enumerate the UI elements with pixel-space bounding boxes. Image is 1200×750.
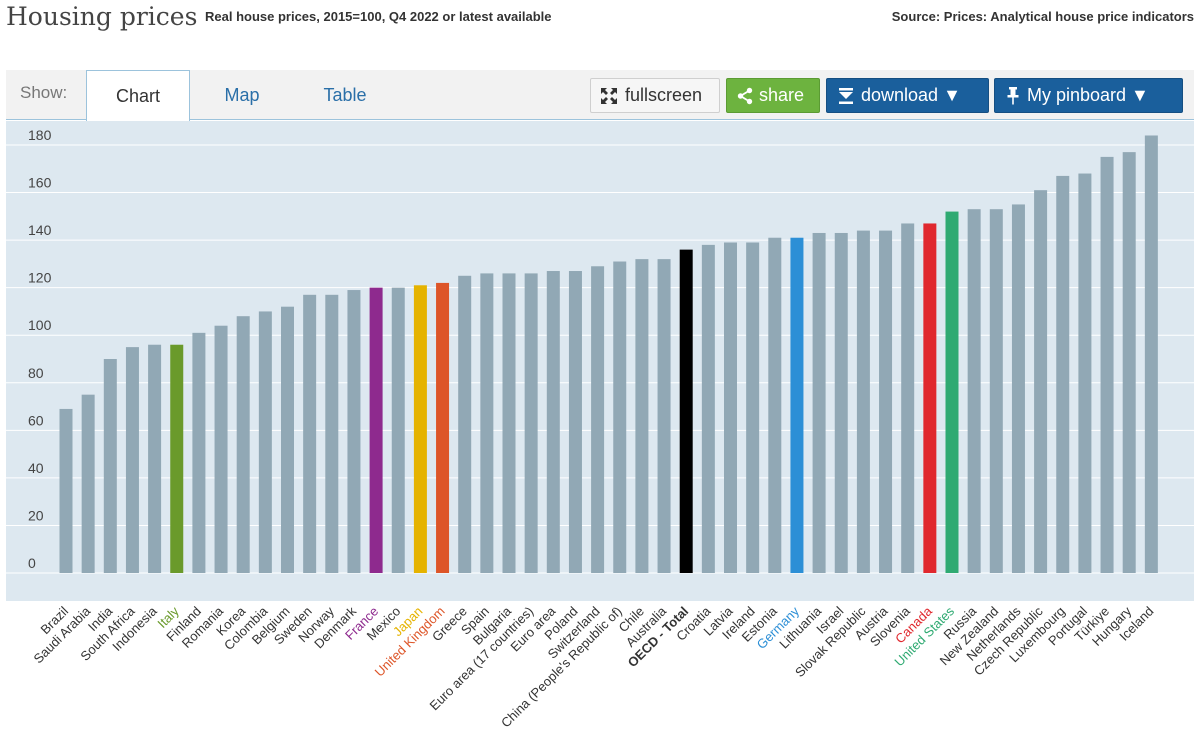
bar[interactable] — [635, 259, 649, 573]
fullscreen-label: fullscreen — [625, 85, 703, 105]
show-label: Show: — [20, 83, 68, 102]
y-tick-label: 0 — [28, 555, 36, 571]
bar[interactable] — [214, 325, 228, 573]
bar[interactable] — [1011, 204, 1025, 573]
bar[interactable] — [746, 242, 760, 573]
bar[interactable] — [303, 294, 317, 573]
source-note: Source: Prices: Analytical house price i… — [891, 9, 1194, 24]
bar[interactable] — [1056, 175, 1070, 573]
pinboard-button[interactable]: My pinboard ▼ — [994, 78, 1183, 113]
share-icon — [737, 87, 753, 104]
bar[interactable] — [1034, 190, 1048, 573]
bar[interactable] — [236, 316, 250, 573]
bar[interactable] — [1100, 156, 1114, 573]
bar[interactable] — [281, 306, 294, 573]
bar[interactable] — [856, 230, 870, 573]
bar[interactable] — [1122, 152, 1136, 573]
bar[interactable] — [768, 237, 782, 573]
bar[interactable] — [148, 344, 162, 573]
chart-subtitle: Real house prices, 2015=100, Q4 2022 or … — [205, 9, 552, 24]
y-tick-label: 160 — [28, 175, 52, 191]
bar[interactable] — [879, 230, 893, 573]
bar[interactable] — [524, 273, 538, 573]
bar[interactable] — [480, 273, 494, 573]
fullscreen-button[interactable]: fullscreen — [590, 78, 720, 113]
download-button[interactable]: download ▼ — [826, 78, 989, 113]
bar[interactable] — [391, 287, 405, 573]
bar[interactable] — [59, 408, 73, 573]
bar[interactable] — [967, 209, 981, 573]
bar[interactable] — [679, 249, 693, 573]
bar[interactable] — [369, 287, 383, 573]
bar[interactable] — [347, 290, 361, 573]
tab-table[interactable]: Table — [323, 85, 367, 105]
bar[interactable] — [812, 232, 826, 573]
y-tick-label: 100 — [28, 317, 52, 333]
bar[interactable] — [613, 261, 627, 573]
bar[interactable] — [325, 294, 339, 573]
bar[interactable] — [546, 271, 560, 573]
bar[interactable] — [1078, 173, 1092, 574]
bar[interactable] — [923, 223, 937, 573]
bar[interactable] — [458, 275, 472, 573]
y-tick-label: 180 — [28, 127, 52, 143]
view-toolbar: Show: Chart Map Table fullscreen share d… — [6, 70, 1194, 121]
bar[interactable] — [192, 332, 206, 573]
y-tick-label: 120 — [28, 270, 52, 286]
bar[interactable] — [436, 282, 450, 573]
tab-map[interactable]: Map — [224, 85, 260, 105]
bar[interactable] — [125, 347, 139, 573]
pin-icon — [1007, 86, 1019, 104]
bar[interactable] — [790, 237, 804, 573]
bar[interactable] — [834, 232, 848, 573]
tab-chart[interactable]: Chart — [86, 70, 190, 121]
download-label: download ▼ — [861, 85, 961, 105]
bar[interactable] — [170, 344, 184, 573]
bar[interactable] — [945, 211, 959, 574]
y-tick-label: 20 — [28, 507, 44, 523]
y-tick-label: 80 — [28, 365, 44, 381]
y-tick-label: 140 — [28, 222, 52, 238]
bar[interactable] — [701, 244, 715, 573]
y-tick-label: 60 — [28, 412, 44, 428]
bar[interactable] — [989, 209, 1003, 573]
fullscreen-icon — [601, 87, 617, 104]
bar[interactable] — [1144, 135, 1158, 573]
share-button[interactable]: share — [726, 78, 820, 113]
bar[interactable] — [413, 285, 427, 573]
bar[interactable] — [103, 359, 117, 573]
bar[interactable] — [568, 271, 582, 573]
bar[interactable] — [724, 242, 737, 573]
pinboard-label: My pinboard ▼ — [1027, 85, 1149, 105]
bar[interactable] — [591, 266, 605, 573]
bar[interactable] — [502, 273, 516, 573]
bar[interactable] — [258, 311, 272, 573]
y-tick-label: 40 — [28, 460, 44, 476]
bar[interactable] — [901, 223, 915, 573]
bar[interactable] — [81, 394, 95, 573]
share-label: share — [759, 85, 805, 105]
bar[interactable] — [657, 259, 671, 573]
download-icon — [839, 87, 853, 104]
page-title: Housing prices — [6, 2, 198, 31]
